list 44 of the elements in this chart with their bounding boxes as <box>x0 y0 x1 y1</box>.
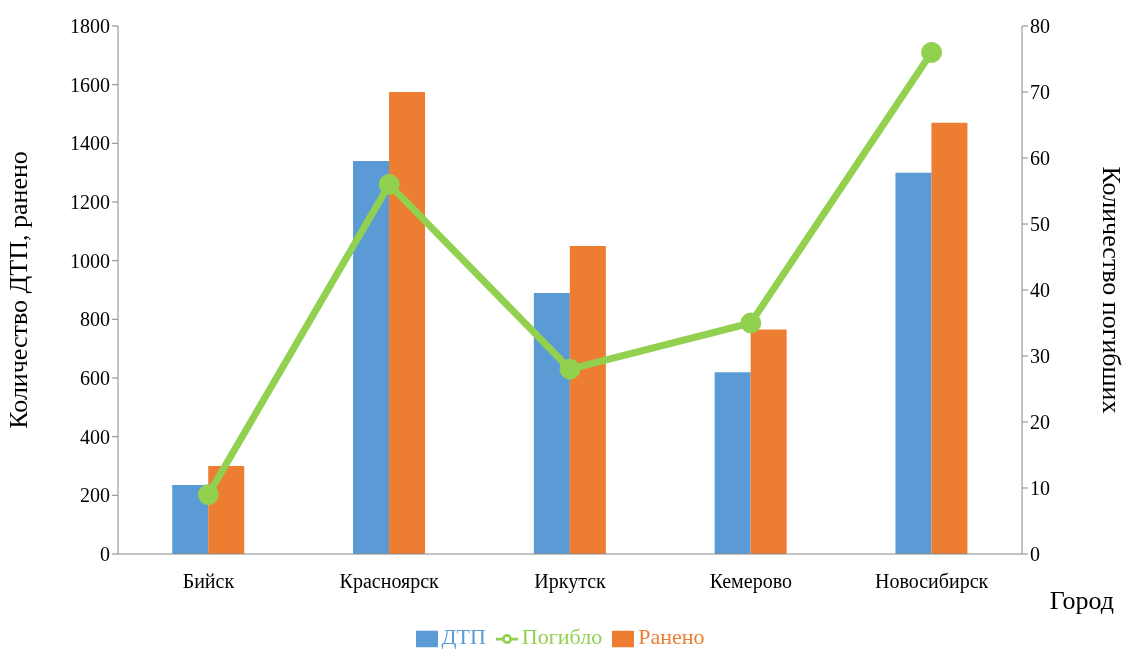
x-axis-title: Город <box>1049 586 1114 616</box>
legend-label: Погибло <box>521 624 603 649</box>
y-tick-label: 200 <box>80 484 110 507</box>
y2-tick-label: 70 <box>1030 81 1050 104</box>
y2-tick-label: 60 <box>1030 147 1050 170</box>
bar <box>533 292 570 554</box>
bar <box>750 329 787 554</box>
bar <box>931 122 968 554</box>
y2-tick-label: 30 <box>1030 345 1050 368</box>
x-tick-label: Новосибирск <box>874 570 989 594</box>
point <box>740 312 762 334</box>
point <box>559 358 581 380</box>
y-tick-label: 1600 <box>70 73 110 96</box>
x-tick-label: Красноярск <box>339 570 440 594</box>
y2-tick-label: 20 <box>1030 411 1050 434</box>
point <box>378 173 400 195</box>
y2-tick-label: 50 <box>1030 213 1050 236</box>
bar <box>172 485 209 554</box>
y2-tick-label: 10 <box>1030 477 1050 500</box>
y-tick-label: 1000 <box>70 249 110 272</box>
point <box>921 41 943 63</box>
y-axis-title: Количество ДТП, ранено <box>4 151 34 429</box>
bar <box>714 372 751 554</box>
y-tick-label: 1800 <box>70 15 110 38</box>
y-tick-label: 600 <box>80 367 110 390</box>
y2-tick-label: 0 <box>1030 543 1040 566</box>
x-tick-label: Иркутск <box>534 570 606 594</box>
legend-label: ДТП <box>441 624 486 649</box>
y2-tick-label: 80 <box>1030 15 1050 38</box>
y-tick-label: 1200 <box>70 191 110 214</box>
legend-label: Ранено <box>638 624 705 649</box>
bar <box>895 172 932 554</box>
y-tick-label: 800 <box>80 308 110 331</box>
y2-tick-label: 40 <box>1030 279 1050 302</box>
x-tick-label: Бийск <box>182 570 235 593</box>
x-tick-label: Кемерово <box>709 570 792 594</box>
y-tick-label: 0 <box>100 543 110 566</box>
bar <box>389 92 426 554</box>
point <box>197 484 219 506</box>
bar <box>353 160 390 554</box>
y-tick-label: 1400 <box>70 132 110 155</box>
bar <box>569 246 606 554</box>
y2-axis-title: Количество погибших <box>1096 166 1126 414</box>
y-tick-label: 400 <box>80 425 110 448</box>
